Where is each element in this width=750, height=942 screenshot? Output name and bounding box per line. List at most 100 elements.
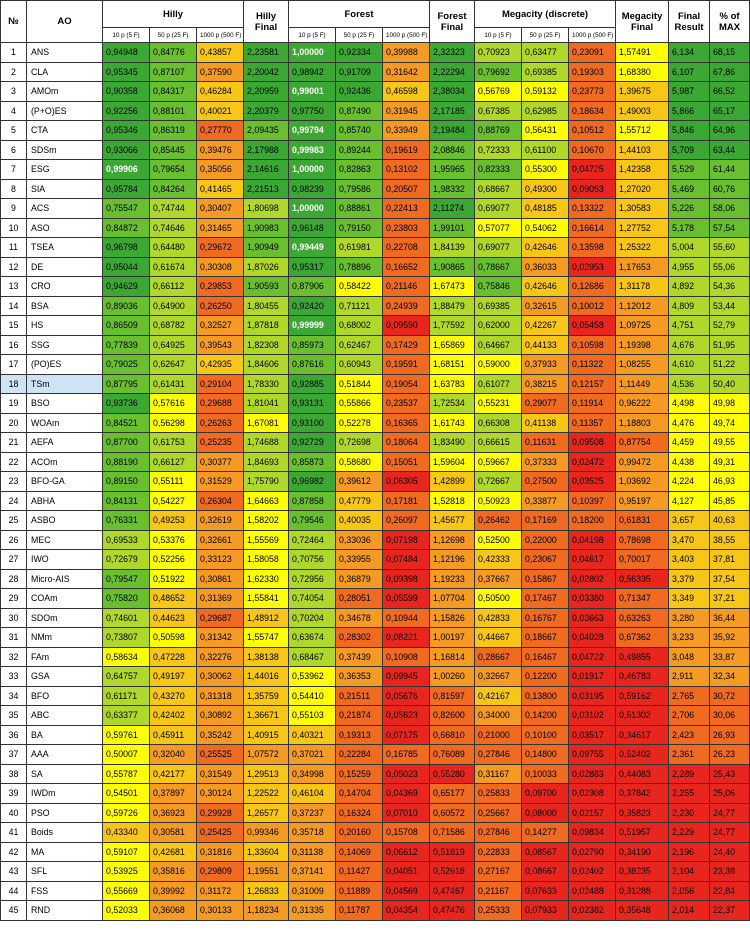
table-row[interactable]: 41 Boids 0,43340 0,30581 0,25425 0,99346 0,357… bbox=[0, 822, 750, 843]
table-row[interactable]: 40 PSO 0,59726 0,36923 0,29928 1,26577 0,37237… bbox=[0, 802, 750, 823]
table-row[interactable]: 5 CTA 0,95346 0,86319 0,27770 2,09435 0,99794 0… bbox=[0, 120, 750, 141]
value-cell: 1,26577 bbox=[243, 802, 290, 823]
table-row[interactable]: 43 SFL 0,53925 0,35816 0,29809 1,19551 0,37141… bbox=[0, 861, 750, 882]
table-row[interactable]: 2 CLA 0,95345 0,87107 0,37590 2,20042 0,98942 0… bbox=[0, 61, 750, 82]
value-cell: 0,31642 bbox=[382, 61, 431, 82]
table-row[interactable]: 45 RND 0,52033 0,36068 0,30133 1,18234 0,31335… bbox=[0, 900, 750, 921]
value-cell: 0,52402 bbox=[615, 744, 670, 765]
table-row[interactable]: 9 ACS 0,75547 0,74744 0,30407 1,80698 1,00000 0… bbox=[0, 198, 750, 219]
ao-name-cell: FAm bbox=[26, 646, 103, 667]
ao-name-cell: ABHA bbox=[26, 490, 103, 511]
value-cell: 0,12200 bbox=[521, 666, 570, 687]
table-row[interactable]: 18 TSm 0,87795 0,61431 0,29104 1,78330 0,92885… bbox=[0, 373, 750, 394]
table-row[interactable]: 16 SSG 0,77839 0,64925 0,39543 1,82308 0,85973… bbox=[0, 334, 750, 355]
ao-name-cell: (PO)ES bbox=[26, 354, 103, 375]
value-cell: 0,87490 bbox=[335, 100, 384, 121]
value-cell: 0,05599 bbox=[382, 588, 431, 609]
value-cell: 0,22284 bbox=[335, 744, 384, 765]
value-cell: 0,03663 bbox=[568, 607, 617, 628]
value-cell: 2,38034 bbox=[429, 81, 476, 102]
value-cell: 0,31335 bbox=[288, 900, 337, 921]
value-cell: 0,41138 bbox=[521, 412, 570, 433]
table-row[interactable]: 26 MEC 0,69533 0,53376 0,32661 1,55569 0,72464… bbox=[0, 529, 750, 550]
table-row[interactable]: 44 FSS 0,55669 0,39992 0,31172 1,26833 0,31009… bbox=[0, 880, 750, 901]
value-cell: 0,55231 bbox=[474, 393, 523, 414]
table-row[interactable]: 6 SDSm 0,93066 0,85445 0,39476 2,17988 0,99983… bbox=[0, 139, 750, 160]
value-cell: 1,38138 bbox=[243, 646, 290, 667]
table-row[interactable]: 17 (PO)ES 0,79025 0,62647 0,42935 1,84606 0,87… bbox=[0, 354, 750, 375]
table-row[interactable]: 22 ACOm 0,88190 0,66127 0,30377 1,84693 0,8587… bbox=[0, 451, 750, 472]
row-number-cell: 26 bbox=[0, 529, 27, 550]
table-row[interactable]: 31 NMm 0,73807 0,50598 0,31342 1,55747 0,63674… bbox=[0, 627, 750, 648]
table-row[interactable]: 32 FAm 0,58634 0,47228 0,32276 1,38138 0,68467… bbox=[0, 646, 750, 667]
table-row[interactable]: 21 AEFA 0,87700 0,61753 0,25235 1,74688 0,9272… bbox=[0, 432, 750, 453]
table-row[interactable]: 28 Micro-AIS 0,79547 0,51922 0,30861 1,62330 0… bbox=[0, 568, 750, 589]
row-number-cell: 5 bbox=[0, 120, 27, 141]
value-cell: 2,765 bbox=[668, 685, 711, 706]
value-cell: 0,21511 bbox=[335, 685, 384, 706]
value-cell: 33,87 bbox=[709, 646, 750, 667]
value-cell: 0,34000 bbox=[474, 705, 523, 726]
value-cell: 0,10397 bbox=[568, 490, 617, 511]
value-cell: 37,54 bbox=[709, 568, 750, 589]
ao-name-cell: RND bbox=[26, 900, 103, 921]
value-cell: 0,14200 bbox=[521, 705, 570, 726]
table-row[interactable]: 42 MA 0,59107 0,42681 0,31816 1,33604 0,31138 0… bbox=[0, 841, 750, 862]
value-cell: 0,72679 bbox=[102, 549, 150, 570]
value-cell: 1,16814 bbox=[429, 646, 476, 667]
table-row[interactable]: 29 COAm 0,75820 0,48652 0,31369 1,55841 0,7405… bbox=[0, 588, 750, 609]
value-cell: 0,62467 bbox=[335, 334, 384, 355]
value-cell: 2,911 bbox=[668, 666, 711, 687]
table-row[interactable]: 1 ANS 0,94948 0,84776 0,43857 2,23581 1,00000 0… bbox=[0, 42, 750, 63]
table-row[interactable]: 12 DE 0,95044 0,61674 0,30308 1,87026 0,95317 0… bbox=[0, 256, 750, 277]
table-row[interactable]: 35 ABC 0,63377 0,42402 0,30892 1,36671 0,55103… bbox=[0, 705, 750, 726]
table-row[interactable]: 4 (P+O)ES 0,92256 0,88101 0,40021 2,20379 0,97… bbox=[0, 100, 750, 121]
table-row[interactable]: 36 BA 0,59761 0,45911 0,35242 1,40915 0,40321 0… bbox=[0, 724, 750, 745]
table-row[interactable]: 23 BFO-GA 0,89150 0,55111 0,31529 1,75790 0,96… bbox=[0, 471, 750, 492]
value-cell: 0,13102 bbox=[382, 159, 431, 180]
table-row[interactable]: 7 ESG 0,99906 0,79654 0,35056 2,14616 1,00000 0… bbox=[0, 159, 750, 180]
table-row[interactable]: 34 BFO 0,61171 0,43270 0,31318 1,35759 0,54410… bbox=[0, 685, 750, 706]
value-cell: 0,42333 bbox=[474, 549, 523, 570]
table-row[interactable]: 38 SA 0,55787 0,42177 0,31549 1,29513 0,34998 0… bbox=[0, 763, 750, 784]
value-cell: 58,06 bbox=[709, 198, 750, 219]
ao-name-cell: SDSm bbox=[26, 139, 103, 160]
table-row[interactable]: 13 CRO 0,94629 0,66112 0,29853 1,90593 0,87906… bbox=[0, 276, 750, 297]
value-cell: 0,29077 bbox=[521, 393, 570, 414]
value-cell: 0,61753 bbox=[149, 432, 197, 453]
table-row[interactable]: 19 BSO 0,93736 0,57616 0,29688 1,81041 0,93131… bbox=[0, 393, 750, 414]
row-number-cell: 11 bbox=[0, 237, 27, 258]
table-row[interactable]: 15 HS 0,86509 0,68782 0,32527 1,87818 0,99999 0… bbox=[0, 315, 750, 336]
value-cell: 0,29928 bbox=[195, 802, 245, 823]
table-row[interactable]: 14 BSA 0,89036 0,64900 0,26250 1,80455 0,92420… bbox=[0, 295, 750, 316]
col-header-hilly-final: Hilly Final bbox=[243, 0, 290, 43]
table-row[interactable]: 20 WOAm 0,84521 0,56298 0,26263 1,67081 0,9310… bbox=[0, 412, 750, 433]
value-cell: 0,72698 bbox=[335, 432, 384, 453]
value-cell: 51,95 bbox=[709, 334, 750, 355]
table-row[interactable]: 3 AMOm 0,90358 0,84317 0,46284 2,20959 0,99001… bbox=[0, 81, 750, 102]
table-row[interactable]: 27 IWO 0,72679 0,52256 0,33123 1,58058 0,70756… bbox=[0, 549, 750, 570]
value-cell: 0,95197 bbox=[615, 490, 670, 511]
value-cell: 0,84264 bbox=[149, 178, 197, 199]
value-cell: 0,11631 bbox=[521, 432, 570, 453]
value-cell: 5,987 bbox=[668, 81, 711, 102]
row-number-cell: 30 bbox=[0, 607, 27, 628]
table-row[interactable]: 10 ASO 0,84872 0,74646 0,31465 1,90983 0,96148… bbox=[0, 217, 750, 238]
row-number-cell: 35 bbox=[0, 705, 27, 726]
value-cell: 0,28302 bbox=[335, 627, 384, 648]
row-number-cell: 12 bbox=[0, 256, 27, 277]
table-row[interactable]: 11 TSEA 0,96798 0,64480 0,29672 1,90949 0,9944… bbox=[0, 237, 750, 258]
table-row[interactable]: 8 SIA 0,95784 0,84264 0,41465 2,21513 0,98239 0… bbox=[0, 178, 750, 199]
table-row[interactable]: 24 ABHA 0,84131 0,54227 0,26304 1,64663 0,8785… bbox=[0, 490, 750, 511]
value-cell: 24,77 bbox=[709, 822, 750, 843]
value-cell: 24,77 bbox=[709, 802, 750, 823]
table-row[interactable]: 39 IWDm 0,54501 0,37897 0,30124 1,22522 0,4610… bbox=[0, 783, 750, 804]
table-row[interactable]: 25 ASBO 0,76331 0,49253 0,32619 1,58202 0,7954… bbox=[0, 510, 750, 531]
value-cell: 0,85873 bbox=[288, 451, 337, 472]
table-row[interactable]: 33 GSA 0,64757 0,49197 0,30062 1,44016 0,53962… bbox=[0, 666, 750, 687]
table-row[interactable]: 30 SDOm 0,74601 0,44623 0,29687 1,48912 0,7020… bbox=[0, 607, 750, 628]
table-row[interactable]: 37 AAA 0,50007 0,32040 0,25525 1,07572 0,37021… bbox=[0, 744, 750, 765]
value-cell: 1,19551 bbox=[243, 861, 290, 882]
value-cell: 0,51302 bbox=[615, 705, 670, 726]
value-cell: 0,10944 bbox=[382, 607, 431, 628]
